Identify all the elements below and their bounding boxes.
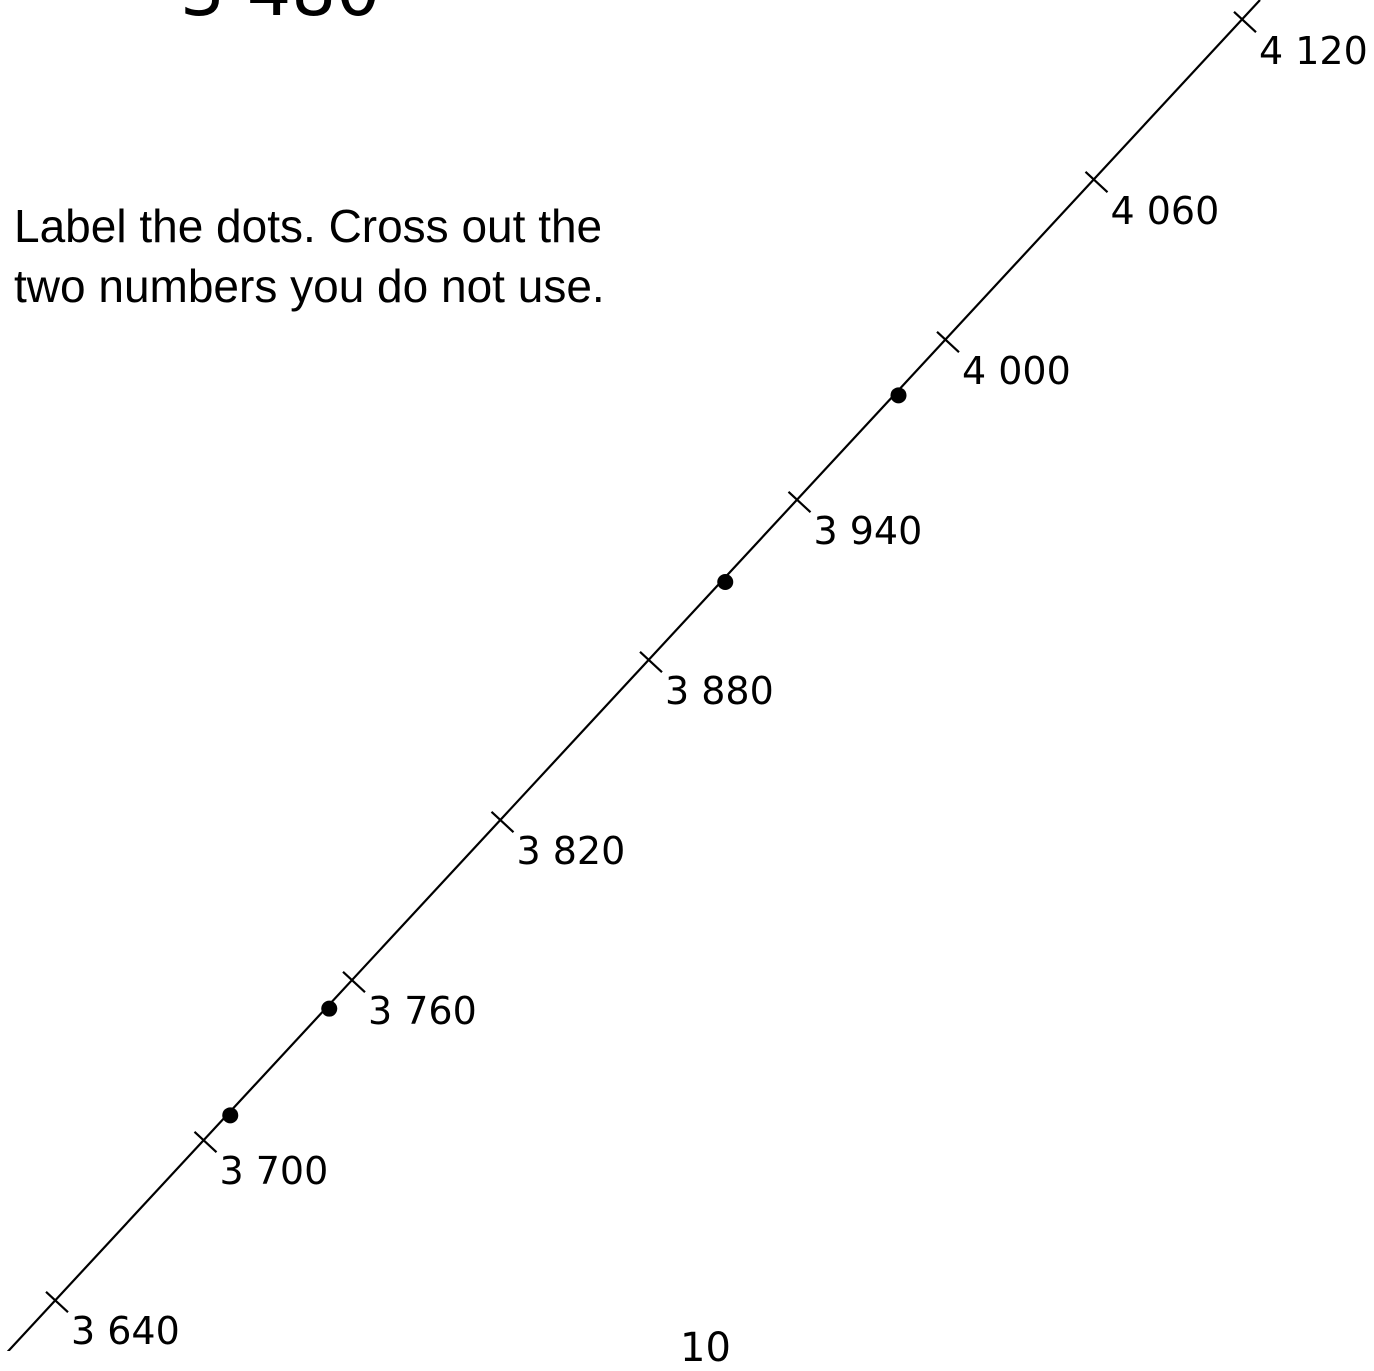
tick-label: 3 760 bbox=[368, 989, 477, 1033]
tick-mark bbox=[193, 1130, 218, 1154]
tick-label: 4 120 bbox=[1259, 29, 1368, 73]
number-line-dot bbox=[717, 574, 734, 590]
instruction-line-2: two numbers you do not use. bbox=[14, 260, 605, 312]
tick-mark bbox=[787, 490, 812, 514]
instruction-text: Label the dots. Cross out the two number… bbox=[14, 196, 734, 316]
tick-label: 4 060 bbox=[1111, 189, 1220, 233]
tick-mark bbox=[1084, 170, 1109, 194]
tick-mark bbox=[639, 650, 663, 674]
footer-fragment: 10 bbox=[680, 1325, 731, 1371]
tick-label: 3 640 bbox=[71, 1309, 180, 1351]
number-line-dots bbox=[222, 387, 907, 1124]
number-line-ticks: 3 640 3 700 3 760 3 820 3 880 3 940 4 000 4 060… bbox=[45, 10, 1368, 1351]
tick-label: 3 700 bbox=[220, 1149, 329, 1193]
number-line-dot bbox=[222, 1107, 239, 1124]
tick-mark bbox=[490, 810, 515, 834]
tick-label: 3 880 bbox=[665, 669, 774, 713]
tick-mark bbox=[936, 330, 960, 354]
tick-label: 3 820 bbox=[517, 829, 626, 873]
number-line-dot bbox=[321, 1000, 338, 1017]
tick-label: 3 940 bbox=[814, 509, 923, 553]
instruction-line-1: Label the dots. Cross out the bbox=[14, 200, 603, 252]
number-line-axis bbox=[6, 0, 1261, 1351]
header-fragment: 3 480 bbox=[180, 0, 380, 26]
number-line-dot bbox=[890, 387, 907, 404]
tick-mark bbox=[1233, 10, 1257, 34]
tick-mark bbox=[342, 970, 366, 994]
tick-mark bbox=[45, 1290, 69, 1314]
tick-label: 4 000 bbox=[962, 349, 1071, 393]
